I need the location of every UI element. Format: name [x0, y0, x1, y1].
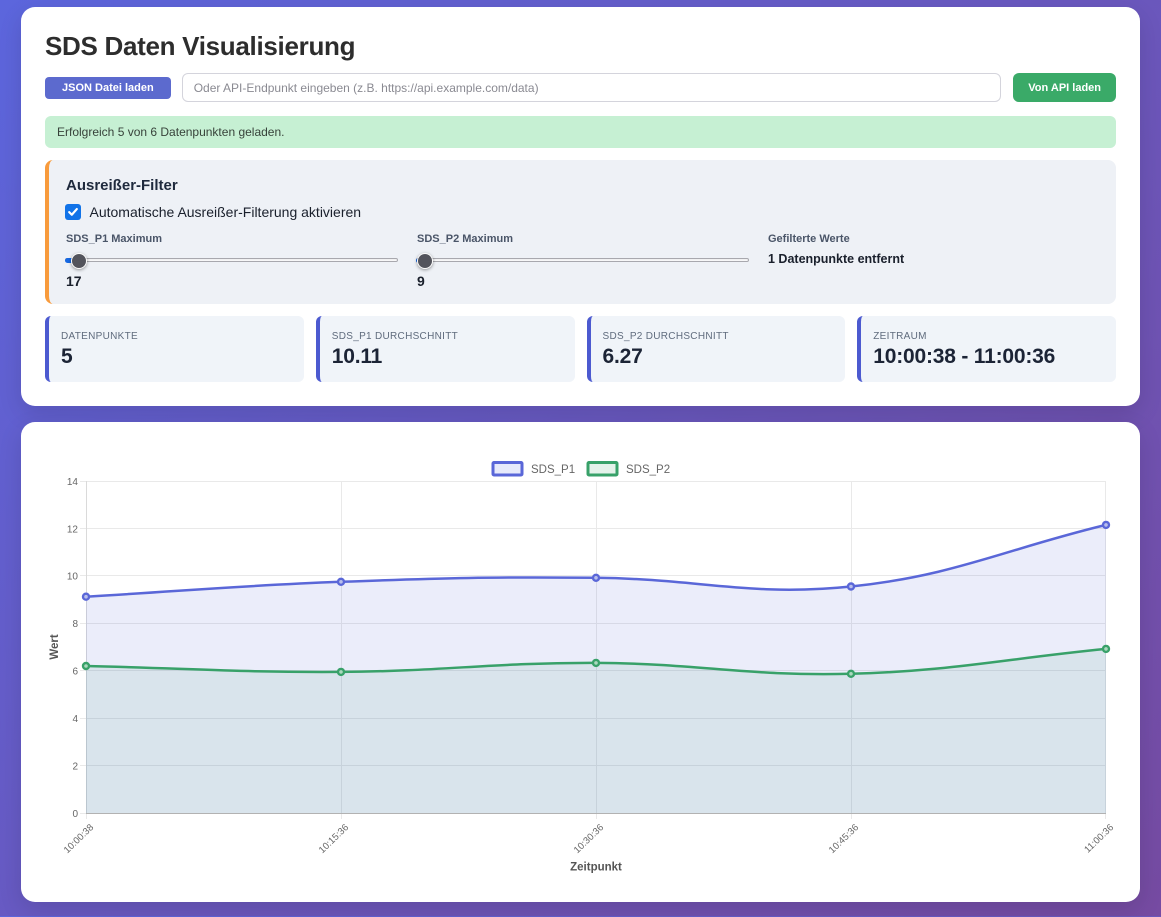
- svg-text:Zeitpunkt: Zeitpunkt: [570, 862, 622, 874]
- svg-text:8: 8: [72, 619, 78, 630]
- svg-text:2: 2: [72, 762, 78, 773]
- svg-text:11:00:36: 11:00:36: [1082, 822, 1116, 855]
- svg-text:6: 6: [72, 667, 78, 678]
- svg-text:10:30:36: 10:30:36: [572, 822, 606, 856]
- svg-text:14: 14: [67, 477, 79, 488]
- svg-text:SDS_P2: SDS_P2: [626, 464, 670, 476]
- svg-text:10: 10: [67, 572, 79, 583]
- svg-text:10:15:36: 10:15:36: [317, 822, 351, 856]
- svg-text:12: 12: [67, 525, 79, 536]
- svg-text:10:00:38: 10:00:38: [62, 822, 96, 856]
- svg-text:4: 4: [72, 714, 78, 725]
- svg-text:10:45:36: 10:45:36: [827, 822, 861, 856]
- svg-text:SDS_P1: SDS_P1: [531, 464, 575, 476]
- svg-text:0: 0: [72, 809, 78, 820]
- svg-text:Wert: Wert: [49, 634, 61, 660]
